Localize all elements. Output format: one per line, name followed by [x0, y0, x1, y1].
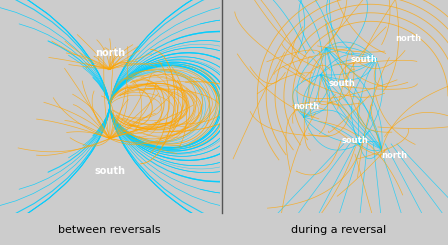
Text: south: south: [341, 136, 368, 145]
Text: north: north: [395, 34, 421, 43]
Text: south: south: [94, 166, 125, 175]
Text: south: south: [350, 55, 377, 64]
Text: between reversals: between reversals: [58, 225, 161, 235]
Text: north: north: [293, 102, 319, 111]
Text: north: north: [95, 48, 125, 58]
Text: south: south: [328, 79, 355, 88]
Text: during a reversal: during a reversal: [291, 225, 386, 235]
Text: north: north: [382, 151, 408, 160]
